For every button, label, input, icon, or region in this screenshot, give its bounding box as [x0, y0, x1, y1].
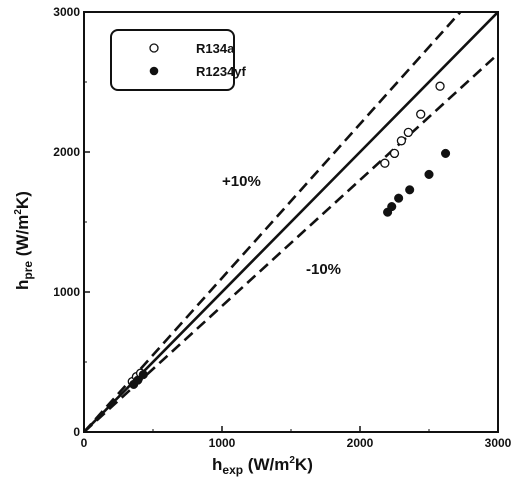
point-r134a-8 [435, 81, 445, 91]
reference-line-2 [84, 53, 498, 432]
data-points [127, 81, 451, 389]
reference-line-1 [84, 12, 463, 432]
annotation-plus-10: +10% [222, 173, 261, 190]
legend: R134a R1234yf [110, 29, 247, 91]
reference-lines [84, 12, 498, 432]
legend-marker-r1234yf [149, 66, 159, 76]
y-tick-label-3: 3000 [53, 5, 80, 19]
point-r134a-3 [380, 158, 390, 168]
axis-ticks: 0 1000 2000 3000 0 1000 2000 3000 [53, 5, 511, 450]
x-tick-label-0: 0 [81, 436, 88, 450]
point-r1234yf-6 [405, 185, 415, 195]
point-r1234yf-8 [441, 148, 451, 158]
x-tick-label-2: 2000 [347, 436, 374, 450]
y-axis-label: hpre (W/m2K) [13, 191, 35, 290]
point-r1234yf-5 [394, 193, 404, 203]
x-tick-label-3: 3000 [485, 436, 512, 450]
legend-label-r1234yf: R1234yf [196, 64, 247, 79]
x-axis-label: hexp (W/m2K) [212, 455, 313, 477]
y-tick-label-0: 0 [73, 425, 80, 439]
legend-marker-r134a [149, 43, 159, 53]
point-r1234yf-1 [133, 375, 143, 385]
y-tick-label-2: 2000 [53, 145, 80, 159]
annotation-minus-10: -10% [306, 261, 341, 278]
point-r134a-4 [389, 148, 400, 159]
point-r134a-7 [416, 109, 426, 119]
point-r1234yf-7 [424, 169, 434, 179]
point-r134a-5 [396, 136, 407, 146]
legend-box [110, 29, 235, 91]
x-tick-label-1: 1000 [209, 436, 236, 450]
point-r1234yf-2 [138, 370, 148, 380]
reference-line-0 [84, 12, 498, 432]
legend-label-r134a: R134a [196, 41, 235, 56]
point-r1234yf-4 [387, 202, 397, 212]
point-r134a-6 [403, 127, 413, 138]
y-tick-label-1: 1000 [53, 285, 80, 299]
